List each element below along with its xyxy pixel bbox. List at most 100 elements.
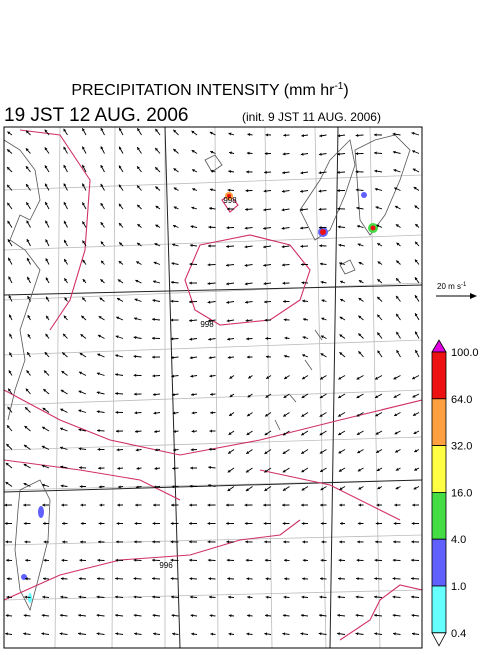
wind-head — [79, 466, 82, 469]
wind-head — [98, 467, 101, 470]
wind-head — [134, 577, 137, 580]
wind-head — [208, 244, 211, 247]
wind-head — [265, 337, 268, 340]
wind-head — [80, 485, 83, 488]
wind-head — [62, 559, 65, 562]
wind-head — [209, 596, 212, 599]
wind-head — [171, 522, 174, 525]
wind-head — [24, 614, 27, 617]
contour-label: 996 — [159, 561, 173, 570]
wind-head — [4, 504, 7, 507]
wind-head — [172, 467, 175, 470]
wind-head — [266, 596, 269, 599]
wind-head — [264, 300, 267, 303]
wind-head — [283, 134, 286, 137]
wind-head — [189, 281, 192, 284]
wind-head — [210, 188, 213, 191]
wind-head — [134, 540, 137, 543]
wind-head — [247, 152, 250, 155]
wind-head — [358, 503, 361, 506]
wind-head — [134, 411, 137, 414]
wind-head — [246, 170, 249, 173]
wind-head — [301, 263, 304, 266]
reference-vector-label: 20 m s-1 — [437, 282, 467, 291]
wind-head — [411, 577, 414, 580]
wind-head — [97, 614, 100, 617]
wind-head — [227, 577, 230, 580]
wind-head — [208, 504, 211, 507]
wind-head — [394, 504, 397, 507]
wind-head — [228, 596, 231, 599]
wind-head — [374, 133, 377, 136]
wind-head — [266, 577, 269, 580]
wind-head — [5, 540, 8, 543]
wind-head — [97, 559, 100, 562]
wind-head — [374, 151, 377, 154]
wind-head — [43, 522, 46, 525]
wind-head — [208, 577, 211, 580]
reference-vector-superscript: -1 — [461, 282, 467, 288]
wind-head — [412, 522, 415, 525]
wind-head — [338, 577, 341, 580]
wind-head — [189, 559, 192, 562]
wind-head — [210, 411, 213, 414]
wind-head — [226, 264, 229, 267]
colorbar-label: 16.0 — [451, 487, 472, 499]
wind-head — [171, 504, 174, 507]
wind-head — [246, 337, 249, 340]
wind-head — [208, 282, 211, 285]
wind-head — [171, 577, 174, 580]
wind-head — [246, 577, 249, 580]
wind-head — [116, 430, 119, 433]
wind-head — [356, 152, 359, 155]
title: PRECIPITATION INTENSITY (mm hr-1) — [71, 81, 348, 99]
colorbar-segment — [432, 539, 446, 586]
colorbar-label: 32.0 — [451, 441, 472, 453]
wind-head — [189, 522, 192, 525]
wind-head — [282, 245, 285, 248]
wind-head — [302, 540, 305, 543]
wind-head — [98, 448, 101, 451]
wind-head — [42, 504, 45, 507]
wind-head — [78, 428, 81, 431]
wind-head — [81, 522, 84, 525]
colorbar-label: 0.4 — [451, 628, 466, 640]
wind-head — [283, 152, 286, 155]
wind-head — [374, 614, 377, 617]
colorbar-segment — [432, 586, 446, 633]
wind-head — [356, 614, 359, 617]
wind-head — [152, 559, 155, 562]
wind-head — [338, 225, 341, 228]
wind-head — [115, 354, 118, 357]
wind-head — [208, 559, 211, 562]
wind-head — [319, 614, 322, 617]
wind-head — [319, 596, 322, 599]
wind-head — [339, 559, 342, 562]
wind-head — [321, 522, 324, 525]
wind-head — [189, 319, 192, 322]
wind-head — [115, 614, 118, 617]
wind-head — [375, 540, 378, 543]
wind-head — [134, 317, 137, 320]
colorbar-label: 64.0 — [451, 394, 472, 406]
wind-head — [284, 318, 287, 321]
wind-head — [412, 504, 415, 507]
wind-head — [208, 540, 211, 543]
wind-head — [282, 263, 285, 266]
wind-head — [357, 225, 360, 228]
wind-head — [153, 280, 156, 283]
wind-head — [300, 245, 303, 248]
wind-head — [135, 430, 138, 433]
wind-head — [357, 540, 360, 543]
wind-vectors — [4, 128, 419, 636]
reference-vector: 20 m s-1 — [436, 282, 477, 299]
wind-head — [192, 430, 195, 433]
reference-vector-text: 20 m s — [437, 282, 461, 291]
wind-head — [171, 300, 174, 303]
wind-head — [7, 577, 10, 580]
wind-head — [97, 429, 100, 432]
wind-head — [356, 134, 359, 137]
wind-head — [264, 540, 267, 543]
wind-head — [301, 596, 304, 599]
precipitation-cells — [21, 192, 378, 603]
